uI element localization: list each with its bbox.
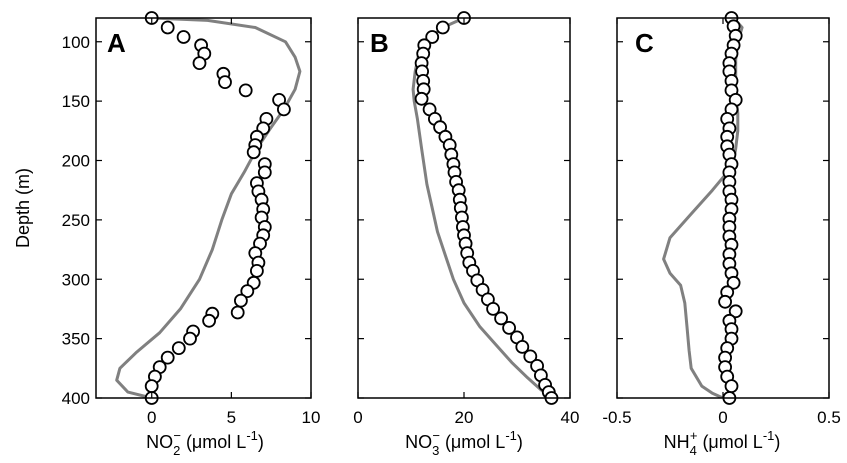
panel-b: 0 20 40 B NO3− (μmol L-1) xyxy=(353,11,580,458)
y-tick-label: 400 xyxy=(62,389,90,408)
y-tick-label: 350 xyxy=(62,330,90,349)
observation-point xyxy=(425,30,440,44)
x-tick-label: 0 xyxy=(353,408,362,427)
observation-point xyxy=(171,341,186,356)
x-tick-label: 0 xyxy=(147,408,156,427)
x-tick-label: 0.5 xyxy=(817,408,841,427)
x-tick-label: 20 xyxy=(455,408,474,427)
y-tick-label: 150 xyxy=(62,92,90,111)
x-tick-label: -0.5 xyxy=(602,408,631,427)
observation-point xyxy=(230,305,245,320)
observation-point xyxy=(494,311,509,326)
x-tick-label: 5 xyxy=(227,408,236,427)
observation-point xyxy=(218,75,232,89)
observation-point xyxy=(176,30,191,44)
x-axis-label: NH4+ (μmol L-1) xyxy=(664,428,781,458)
panel-letter: C xyxy=(635,28,654,58)
y-tick-label: 100 xyxy=(62,33,90,52)
model-line xyxy=(115,18,302,398)
observation-point xyxy=(160,350,175,365)
y-axis-label: Depth (m) xyxy=(13,168,33,248)
observed-points xyxy=(718,11,743,405)
observation-point xyxy=(183,331,197,346)
y-tick-label: 300 xyxy=(62,270,90,289)
plot-frame xyxy=(616,17,830,399)
observation-point xyxy=(249,263,264,278)
observation-point xyxy=(192,56,207,70)
observation-point xyxy=(435,20,450,35)
x-tick-label: 10 xyxy=(302,408,321,427)
x-axis-label: NO3− (μmol L-1) xyxy=(405,428,523,458)
observation-point xyxy=(523,349,538,364)
observation-point xyxy=(144,379,159,394)
observation-point xyxy=(486,301,501,316)
observation-point xyxy=(276,102,291,117)
observation-point xyxy=(240,284,255,299)
observation-point xyxy=(238,83,253,98)
observation-point xyxy=(233,293,248,308)
observation-point xyxy=(502,320,517,335)
panel-a: 0 5 10 100 150 200 250 300 350 400 A NO2− (μmol L-1… xyxy=(62,11,321,458)
observation-point xyxy=(257,165,272,180)
observation-point xyxy=(718,294,732,309)
observation-point xyxy=(728,304,743,319)
x-tick-label: 40 xyxy=(561,408,580,427)
observation-point xyxy=(724,379,739,394)
observation-point xyxy=(414,91,429,106)
observation-point xyxy=(726,275,741,290)
x-tick-label: 0 xyxy=(718,408,727,427)
y-tick-label: 200 xyxy=(62,152,90,171)
panel-letter: A xyxy=(107,28,126,58)
observed-points xyxy=(144,11,291,405)
panel-c: -0.5 0 0.5 C NH4+ (μmol L-1) xyxy=(602,11,841,458)
panel-letter: B xyxy=(370,28,389,58)
model-line xyxy=(662,18,744,398)
observation-point xyxy=(160,20,175,35)
observation-point xyxy=(246,145,261,160)
plot-frame xyxy=(95,17,312,399)
observed-points xyxy=(414,11,559,405)
y-tick-label: 250 xyxy=(62,211,90,230)
observation-point xyxy=(515,339,530,354)
observation-point xyxy=(202,313,217,328)
x-axis-label: NO2− (μmol L-1) xyxy=(146,428,264,458)
model-line xyxy=(411,18,553,398)
